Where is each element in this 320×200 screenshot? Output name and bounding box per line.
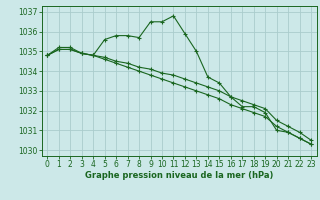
X-axis label: Graphe pression niveau de la mer (hPa): Graphe pression niveau de la mer (hPa) bbox=[85, 171, 273, 180]
